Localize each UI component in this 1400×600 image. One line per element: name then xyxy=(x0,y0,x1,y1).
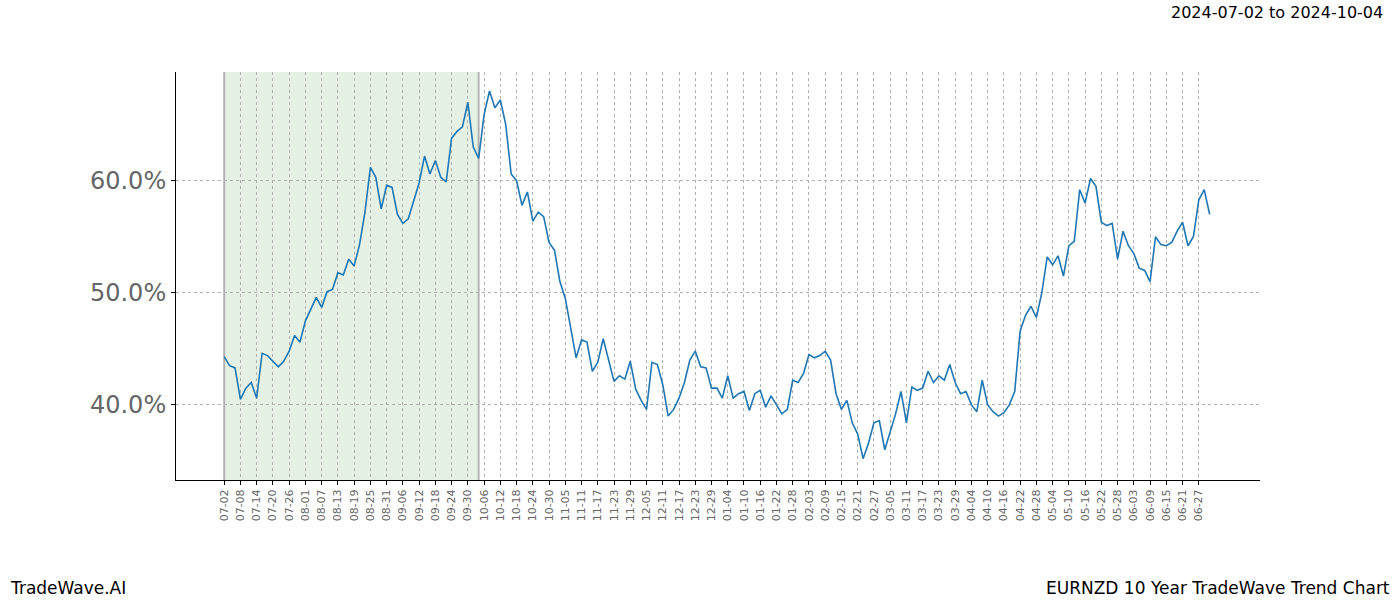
svg-text:01-10: 01-10 xyxy=(738,489,751,521)
svg-text:05-28: 05-28 xyxy=(1111,489,1124,521)
svg-text:07-14: 07-14 xyxy=(250,489,263,521)
svg-text:03-29: 03-29 xyxy=(949,489,962,521)
svg-text:11-23: 11-23 xyxy=(608,489,621,521)
svg-text:10-30: 10-30 xyxy=(543,489,556,521)
svg-text:09-18: 09-18 xyxy=(429,489,442,521)
svg-text:02-03: 02-03 xyxy=(803,489,816,521)
svg-text:06-27: 06-27 xyxy=(1192,489,1205,521)
svg-text:08-13: 08-13 xyxy=(331,489,344,521)
svg-text:06-15: 06-15 xyxy=(1160,489,1173,521)
svg-text:12-23: 12-23 xyxy=(689,489,702,521)
svg-text:EURNZD 10 Year TradeWave Trend: EURNZD 10 Year TradeWave Trend Chart xyxy=(1046,578,1390,598)
svg-text:05-16: 05-16 xyxy=(1079,489,1092,521)
svg-text:10-06: 10-06 xyxy=(478,489,491,521)
svg-text:TradeWave.AI: TradeWave.AI xyxy=(10,578,126,598)
svg-text:08-07: 08-07 xyxy=(315,489,328,521)
svg-text:40.0%: 40.0% xyxy=(90,391,166,419)
svg-text:05-22: 05-22 xyxy=(1095,489,1108,521)
svg-text:01-28: 01-28 xyxy=(786,489,799,521)
svg-text:05-04: 05-04 xyxy=(1046,489,1059,521)
svg-text:01-04: 01-04 xyxy=(721,489,734,521)
svg-text:10-12: 10-12 xyxy=(494,489,507,521)
svg-text:07-02: 07-02 xyxy=(218,489,231,521)
svg-text:01-22: 01-22 xyxy=(770,489,783,521)
svg-text:04-22: 04-22 xyxy=(1014,489,1027,521)
svg-text:02-15: 02-15 xyxy=(835,489,848,521)
svg-text:02-27: 02-27 xyxy=(868,489,881,521)
svg-text:12-29: 12-29 xyxy=(705,489,718,521)
svg-text:12-11: 12-11 xyxy=(656,489,669,521)
svg-text:03-17: 03-17 xyxy=(916,489,929,521)
svg-text:06-09: 06-09 xyxy=(1144,489,1157,521)
svg-text:11-05: 11-05 xyxy=(559,489,572,521)
svg-text:04-04: 04-04 xyxy=(965,489,978,521)
svg-text:60.0%: 60.0% xyxy=(90,167,166,195)
svg-text:04-16: 04-16 xyxy=(997,489,1010,521)
svg-text:09-30: 09-30 xyxy=(461,489,474,521)
svg-text:12-17: 12-17 xyxy=(673,489,686,521)
svg-text:11-29: 11-29 xyxy=(624,489,637,521)
svg-text:07-08: 07-08 xyxy=(234,489,247,521)
svg-text:11-17: 11-17 xyxy=(591,489,604,521)
svg-text:09-06: 09-06 xyxy=(396,489,409,521)
svg-text:10-24: 10-24 xyxy=(526,489,539,521)
svg-text:07-20: 07-20 xyxy=(266,489,279,521)
svg-text:09-24: 09-24 xyxy=(445,489,458,521)
svg-text:10-18: 10-18 xyxy=(510,489,523,521)
svg-text:05-10: 05-10 xyxy=(1062,489,1075,521)
svg-text:06-21: 06-21 xyxy=(1176,489,1189,521)
svg-text:2024-07-02 to 2024-10-04: 2024-07-02 to 2024-10-04 xyxy=(1171,3,1383,22)
svg-text:12-05: 12-05 xyxy=(640,489,653,521)
svg-text:08-01: 08-01 xyxy=(299,489,312,521)
svg-text:08-31: 08-31 xyxy=(380,489,393,521)
svg-text:50.0%: 50.0% xyxy=(90,279,166,307)
svg-text:03-11: 03-11 xyxy=(900,489,913,521)
svg-text:02-09: 02-09 xyxy=(819,489,832,521)
svg-text:08-25: 08-25 xyxy=(364,489,377,521)
svg-text:07-26: 07-26 xyxy=(283,489,296,521)
svg-text:11-11: 11-11 xyxy=(575,489,588,521)
svg-text:01-16: 01-16 xyxy=(754,489,767,521)
svg-text:03-23: 03-23 xyxy=(932,489,945,521)
svg-text:02-21: 02-21 xyxy=(851,489,864,521)
svg-text:04-10: 04-10 xyxy=(981,489,994,521)
svg-text:09-12: 09-12 xyxy=(413,489,426,521)
svg-text:04-28: 04-28 xyxy=(1030,489,1043,521)
svg-text:03-05: 03-05 xyxy=(884,489,897,521)
svg-text:08-19: 08-19 xyxy=(348,489,361,521)
svg-text:06-03: 06-03 xyxy=(1127,489,1140,521)
